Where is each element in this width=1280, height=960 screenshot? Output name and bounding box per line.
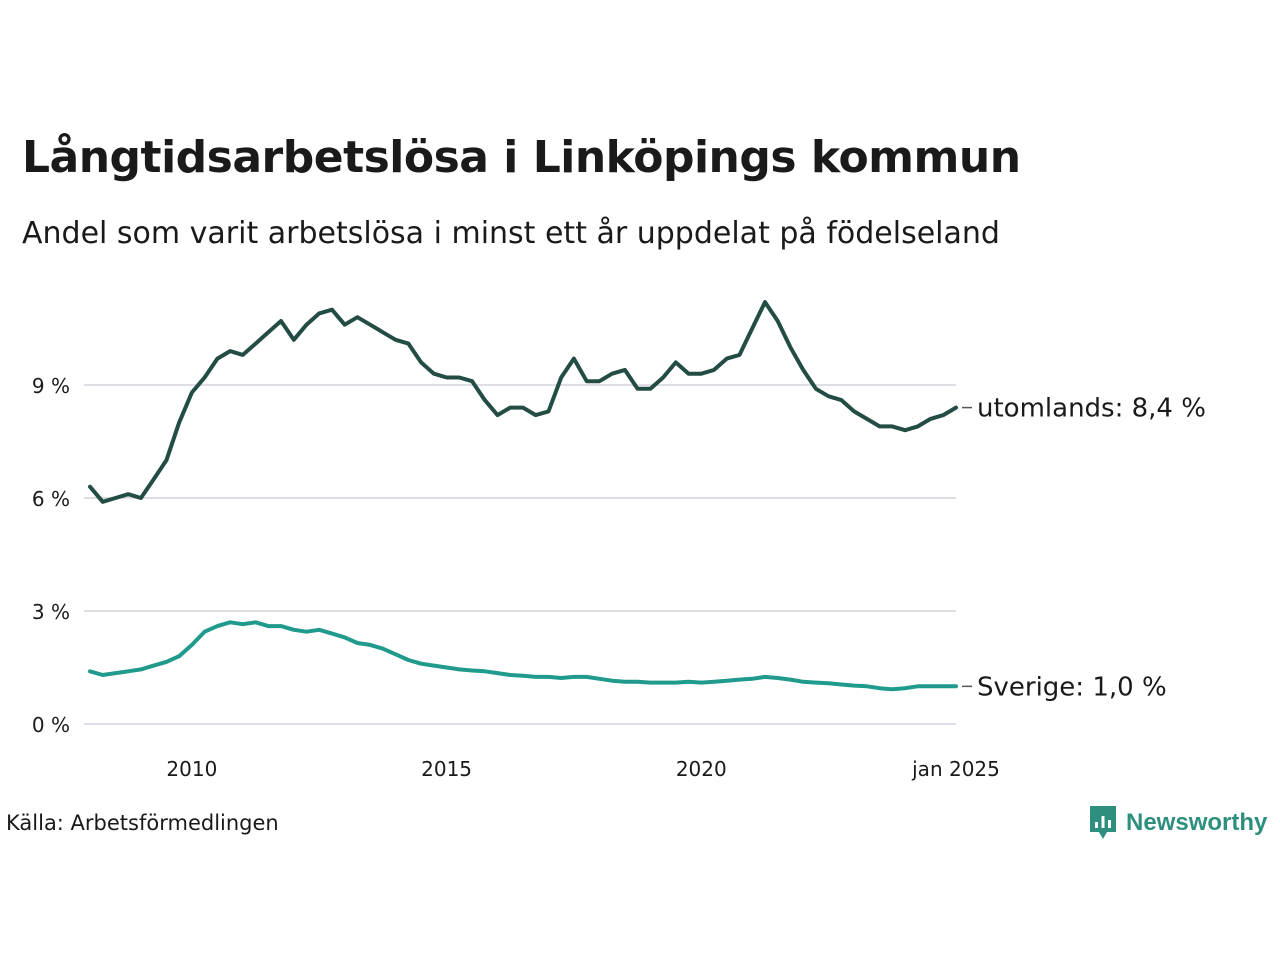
brand-name: Newsworthy bbox=[1126, 809, 1268, 836]
grid-layer bbox=[84, 384, 956, 725]
y-tick-label: 3 % bbox=[32, 600, 70, 624]
x-axis: 2010 2015 2020 jan 2025 bbox=[166, 757, 999, 781]
chart-title: Långtidsarbetslösa i Linköpings kommun bbox=[22, 132, 1021, 183]
newsworthy-logo-icon bbox=[1090, 806, 1116, 839]
end-label-utomlands: utomlands: 8,4 % bbox=[977, 394, 1206, 424]
y-tick-label: 6 % bbox=[32, 487, 70, 511]
source-note: Källa: Arbetsförmedlingen bbox=[6, 811, 279, 835]
x-tick-label: 2020 bbox=[676, 757, 727, 781]
y-tick-label: 9 % bbox=[32, 374, 70, 398]
x-tick-label: jan 2025 bbox=[911, 757, 1000, 781]
y-tick-label: 0 % bbox=[32, 713, 70, 737]
x-tick-label: 2015 bbox=[421, 757, 472, 781]
series-line-sverige bbox=[88, 620, 958, 692]
x-tick-label: 2010 bbox=[166, 757, 217, 781]
brand-logo: Newsworthy bbox=[1088, 803, 1267, 843]
end-labels: utomlands: 8,4 % Sverige: 1,0 % bbox=[962, 394, 1206, 702]
series-line-utomlands bbox=[88, 300, 958, 504]
series-layer bbox=[88, 300, 958, 692]
y-axis: 0 % 3 % 6 % 9 % bbox=[32, 374, 70, 737]
end-label-sverige: Sverige: 1,0 % bbox=[977, 672, 1167, 702]
chart-subtitle: Andel som varit arbetslösa i minst ett å… bbox=[22, 216, 1000, 251]
